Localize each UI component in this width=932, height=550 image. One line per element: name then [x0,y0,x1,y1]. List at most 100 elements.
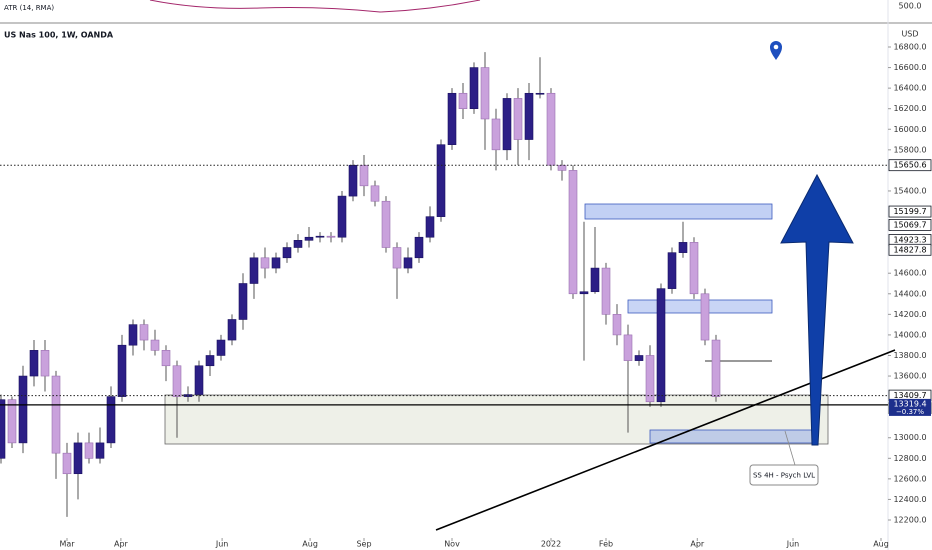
x-tick-label: Mar [59,540,75,549]
candle-body [194,365,204,395]
y-tick-label: 14400.0 [893,289,926,298]
candle-body [436,144,446,217]
candle-body [84,442,94,459]
y-tick-label: 12600.0 [893,474,926,483]
price-label: 14827.8 [893,245,926,254]
candle-body [579,291,589,295]
candle-body [370,185,380,202]
x-tick-label: Sep [356,540,371,549]
resistance-zone [584,203,773,220]
y-tick-label: 13600.0 [893,372,926,381]
candle-body [656,288,666,403]
last-price-box [889,398,931,416]
y-tick-label: 15400.0 [893,186,926,195]
candle-body [480,67,490,120]
price-label-box [888,219,932,231]
candle-body [546,92,556,166]
candle-body [260,257,270,269]
candle-body [689,242,699,295]
candle-body [227,319,237,341]
chart-title: US Nas 100, 1W, OANDA [4,31,114,40]
y-tick-label: 13000.0 [893,433,926,442]
y-tick-label: 16400.0 [893,84,926,93]
candle-body [557,164,567,171]
candle-body [469,67,479,109]
candle-body [458,92,468,109]
candle-body [172,365,182,397]
candle-body [590,267,600,293]
candle-body [40,350,50,377]
candle-body [337,195,347,238]
y-tick-label: 12400.0 [893,495,926,504]
y-tick-label: 14000.0 [893,330,926,339]
candle-body [282,247,292,259]
candle-body [106,396,116,444]
atr-line [149,0,481,13]
candle-body [348,164,358,197]
price-label: 15069.7 [893,220,926,229]
y-tick-label: 15800.0 [893,145,926,154]
y-tick-label: 13800.0 [893,351,926,360]
candle-body [293,240,303,248]
candle-body [29,350,39,377]
x-tick-label: Nov [444,540,460,549]
x-tick-label: Aug [302,540,318,549]
callout-box [749,464,819,486]
x-tick-label: Aug [873,540,889,549]
candle-body [304,236,314,241]
candle-body [7,399,17,444]
last-price-label: 13319.4 [893,399,926,408]
candle-body [513,98,523,140]
location-pin [770,41,782,60]
candle-body [183,394,193,397]
indicator-tick-label: 500.0 [899,2,922,11]
candle-body [623,334,633,361]
candle-body [524,92,534,140]
x-tick-label: Apr [114,540,129,549]
candle-body [502,98,512,151]
candle-body [700,293,710,341]
candle-body [634,355,644,361]
y-tick-label: 16200.0 [893,104,926,113]
candle-body [95,442,105,459]
candle-body [414,236,424,259]
x-tick-label: Jun [786,540,800,549]
candle-body [216,339,226,356]
candle-body [51,375,61,454]
candle-body [568,170,578,295]
candle-body [205,355,215,367]
up-arrow [780,173,854,446]
callout-pointer [784,430,796,466]
price-label-box [888,243,932,256]
candle-body [62,452,72,475]
x-tick-label: 2022 [541,540,561,549]
currency-label: USD [901,30,918,39]
candle-body [601,267,611,315]
y-tick-label: 14200.0 [893,310,926,319]
price-label: 13409.7 [893,391,926,400]
x-tick-label: Feb [599,540,613,549]
candle-body [381,200,391,248]
candle-body [18,375,28,444]
y-tick-label: 16600.0 [893,63,926,72]
candle-body [315,235,325,238]
x-tick-label: Apr [690,540,705,549]
candle-body [425,216,435,238]
candle-body [139,324,149,341]
candle-body [238,283,248,320]
candle-body [150,339,160,351]
candle-body [359,164,369,187]
candle-body [0,399,6,459]
candle-body [711,339,721,397]
candle-body [249,257,259,284]
price-label: 14923.3 [893,235,926,244]
candle-body [645,355,655,403]
last-price-change: −0.37% [896,408,924,416]
candle-body [161,350,171,367]
candle-body [403,257,413,269]
x-tick-label: Jun [215,540,229,549]
candle-body [535,92,545,95]
resistance-zone [627,299,773,314]
candle-body [271,257,281,269]
